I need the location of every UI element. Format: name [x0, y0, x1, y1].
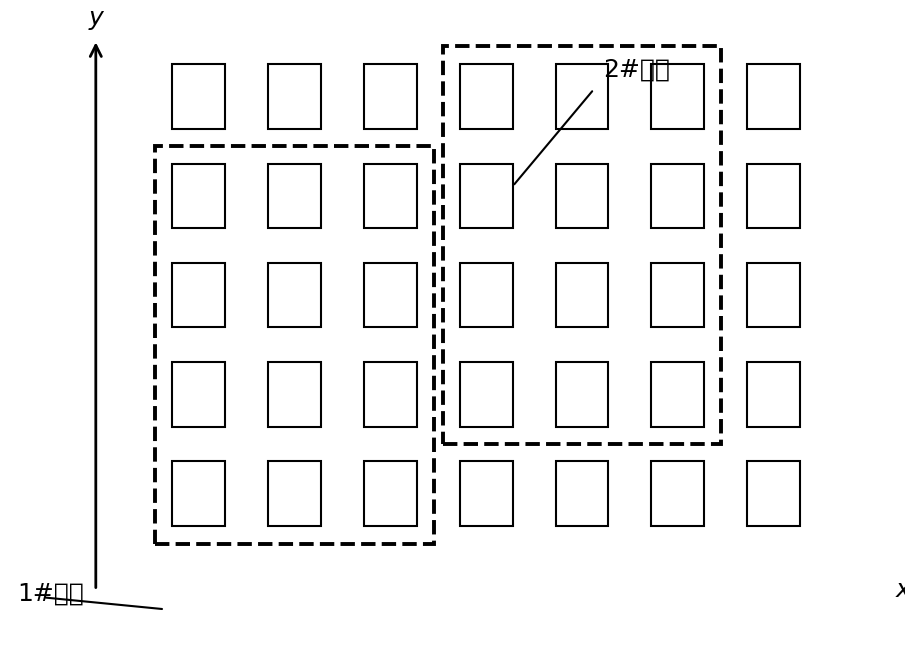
Text: x: x	[896, 579, 905, 602]
Bar	[443, 46, 721, 444]
Text: 2#图案: 2#图案	[604, 57, 671, 81]
Text: y: y	[89, 6, 103, 30]
Bar	[155, 146, 434, 544]
Text: 1#图案: 1#图案	[17, 581, 84, 606]
